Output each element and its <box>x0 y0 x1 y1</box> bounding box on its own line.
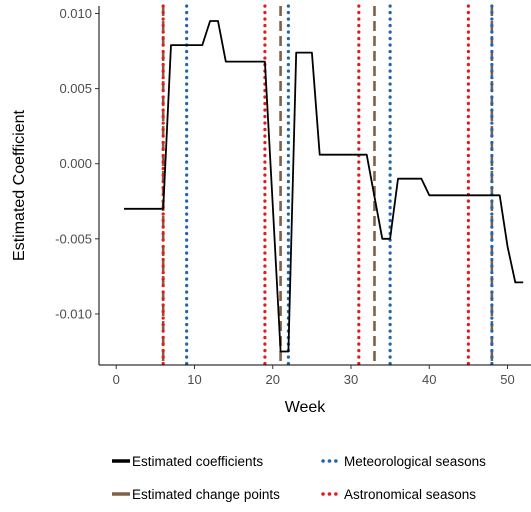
y-tick-label: 0.005 <box>59 81 92 96</box>
x-tick-label: 40 <box>422 372 436 387</box>
legend-item: Meteorological seasons <box>321 454 486 469</box>
axes: 0.010 0.005 0.000 -0.005 -0.010 0 10 20 30 40 50 <box>55 6 531 387</box>
plot-area <box>124 4 524 367</box>
y-axis-title: Estimated Coefficient <box>11 110 28 261</box>
x-tick-label: 30 <box>344 372 358 387</box>
legend-item: Astronomical seasons <box>321 487 476 502</box>
x-tick-label: 10 <box>187 372 201 387</box>
x-tick-label: 0 <box>113 372 120 387</box>
x-axis-title: Week <box>285 399 327 416</box>
y-tick-label: 0.000 <box>59 156 92 171</box>
legend-label: Astronomical seasons <box>344 487 476 502</box>
y-tick-label: 0.010 <box>59 6 92 21</box>
x-tick-label: 20 <box>266 372 280 387</box>
legend-item: Estimated change points <box>112 487 280 502</box>
legend-item: Estimated coefficients <box>112 454 263 469</box>
x-tick-label: 50 <box>500 372 514 387</box>
y-tick-label: -0.010 <box>55 306 92 321</box>
legend: Estimated coefficients Meteorological sea… <box>112 454 486 502</box>
legend-label: Meteorological seasons <box>344 454 486 469</box>
series-line-estimated-coefficients <box>124 20 524 353</box>
legend-label: Estimated change points <box>132 487 280 502</box>
legend-label: Estimated coefficients <box>132 454 263 469</box>
y-tick-label: -0.005 <box>55 231 92 246</box>
